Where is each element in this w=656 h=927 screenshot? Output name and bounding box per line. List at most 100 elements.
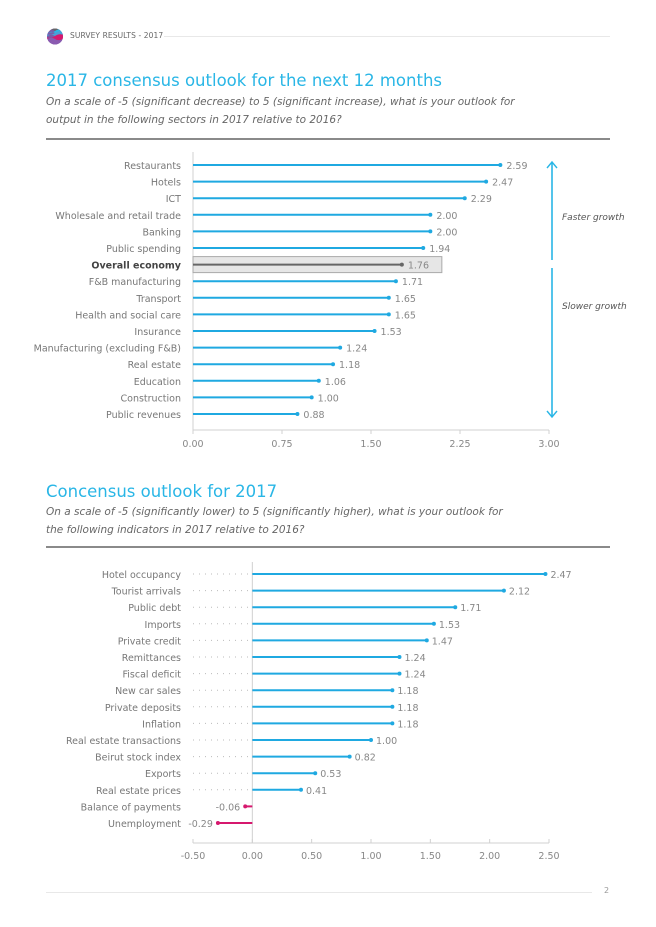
bar-end-dot <box>338 345 343 350</box>
category-label: Insurance <box>134 327 181 338</box>
x-tick-label: 2.25 <box>449 439 470 450</box>
section-2-subtitle-line-1: On a scale of -5 (significantly lower) t… <box>46 506 503 518</box>
x-tick-label: 0.75 <box>271 439 292 450</box>
bar-end-dot <box>331 362 336 367</box>
bar-end-dot <box>453 605 458 610</box>
value-label: 1.24 <box>404 653 425 664</box>
section-2-subtitle-line-2: the following indicators in 2017 relativ… <box>46 524 305 536</box>
bar-end-dot <box>501 588 506 593</box>
category-label: Overall economy <box>91 261 181 272</box>
section-1-divider <box>46 138 610 140</box>
category-label: Remittances <box>122 653 181 664</box>
bar-end-dot <box>372 329 377 333</box>
bar-end-dot <box>295 412 300 416</box>
x-tick-label: 3.00 <box>538 439 559 450</box>
bar-end-dot <box>243 804 248 809</box>
category-label: Real estate prices <box>96 786 181 797</box>
value-label: 0.88 <box>303 410 324 421</box>
bar-end-dot <box>462 196 467 201</box>
value-label: 1.65 <box>395 294 416 305</box>
bar-end-dot <box>393 279 398 284</box>
category-label: New car sales <box>115 686 181 697</box>
bar-end-dot <box>397 655 402 659</box>
bar-end-dot <box>369 738 373 742</box>
bar-end-dot <box>421 246 426 250</box>
page-header: SURVEY RESULTS - 2017 <box>46 27 610 45</box>
up-arrow-icon <box>546 160 558 169</box>
value-label: 1.24 <box>404 670 425 681</box>
category-label: Wholesale and retail trade <box>55 211 181 222</box>
survey-globe-logo-icon <box>47 28 63 45</box>
bar-end-dot <box>428 229 433 234</box>
value-label: 1.53 <box>439 620 460 631</box>
indicator-outlook-chart: Hotel occupancy 2.47 Tourist arrivals 2.12 P… <box>66 562 572 862</box>
section-1-subtitle-line-1: On a scale of -5 (significant decrease) … <box>46 96 515 108</box>
value-label: 1.47 <box>432 636 453 647</box>
section-2-subtitle: On a scale of -5 (significantly lower) t… <box>46 503 566 539</box>
bar-end-dot <box>386 312 391 317</box>
bar-end-dot <box>298 787 303 792</box>
value-label: 0.41 <box>306 786 327 797</box>
value-label: 2.47 <box>550 570 571 581</box>
value-label: 2.29 <box>471 194 492 205</box>
x-tick-label: -0.50 <box>181 851 206 862</box>
x-tick-label: 0.00 <box>242 851 263 862</box>
section-1-subtitle: On a scale of -5 (significant decrease) … <box>46 93 566 129</box>
category-label: Banking <box>142 227 181 238</box>
value-label: 1.53 <box>381 327 402 338</box>
bar-end-dot <box>397 671 402 676</box>
category-label: Unemployment <box>108 819 181 830</box>
bar-end-dot <box>543 572 548 576</box>
header-title: SURVEY RESULTS - 2017 <box>70 31 164 40</box>
x-tick-label: 2.00 <box>479 851 500 862</box>
sector-outlook-chart: Restaurants 2.59 Hotels 2.47 ICT 2.29 Wholesal… <box>34 152 627 450</box>
value-label: 1.71 <box>402 277 423 288</box>
down-arrow-icon <box>546 410 558 419</box>
value-label: 0.82 <box>355 753 376 764</box>
section-1-title: 2017 consensus outlook for the next 12 m… <box>46 71 442 90</box>
value-label: 1.94 <box>429 244 450 255</box>
category-label: Public debt <box>128 603 181 614</box>
value-label: 0.53 <box>320 769 341 780</box>
section-1-subtitle-line-2: output in the following sectors in 2017 … <box>46 114 342 126</box>
section-2-divider <box>46 546 610 548</box>
value-label: 1.71 <box>460 603 481 614</box>
bar-end-dot <box>428 212 433 217</box>
category-label: Real estate transactions <box>66 736 181 747</box>
category-label: Education <box>134 377 181 388</box>
x-tick-label: 2.50 <box>538 851 559 862</box>
category-label: Private credit <box>118 636 182 647</box>
value-label: 2.12 <box>509 587 530 598</box>
page-number: 2 <box>604 886 610 895</box>
x-tick-label: 0.00 <box>182 439 203 450</box>
category-label: Health and social care <box>75 310 181 321</box>
value-label: 2.00 <box>436 211 457 222</box>
value-label: 1.76 <box>408 261 429 272</box>
category-label: Hotels <box>151 178 181 189</box>
category-label: Transport <box>135 294 181 305</box>
bar-end-dot <box>313 771 318 776</box>
category-label: Hotel occupancy <box>102 570 182 581</box>
category-label: Manufacturing (excluding F&B) <box>34 344 181 355</box>
category-label: Imports <box>145 620 182 631</box>
category-label: Fiscal deficit <box>122 670 181 681</box>
value-label: 1.18 <box>397 686 418 697</box>
x-tick-label: 1.00 <box>360 851 381 862</box>
bar-end-dot <box>498 163 503 167</box>
value-label: 1.00 <box>376 736 397 747</box>
bar-end-dot <box>390 688 395 693</box>
category-label: ICT <box>166 194 181 205</box>
category-label: Exports <box>145 769 181 780</box>
value-label: 1.18 <box>397 703 418 714</box>
category-label: Construction <box>121 393 182 404</box>
category-label: Restaurants <box>124 161 181 172</box>
bar-end-dot <box>399 262 404 267</box>
category-label: F&B manufacturing <box>89 277 181 288</box>
value-label: 1.65 <box>395 310 416 321</box>
bar-end-dot <box>215 821 220 825</box>
bar-end-dot <box>386 295 391 300</box>
value-label: 1.06 <box>325 377 346 388</box>
value-label: 1.00 <box>318 393 339 404</box>
bar-end-dot <box>347 754 352 759</box>
bar-end-dot <box>484 179 489 184</box>
